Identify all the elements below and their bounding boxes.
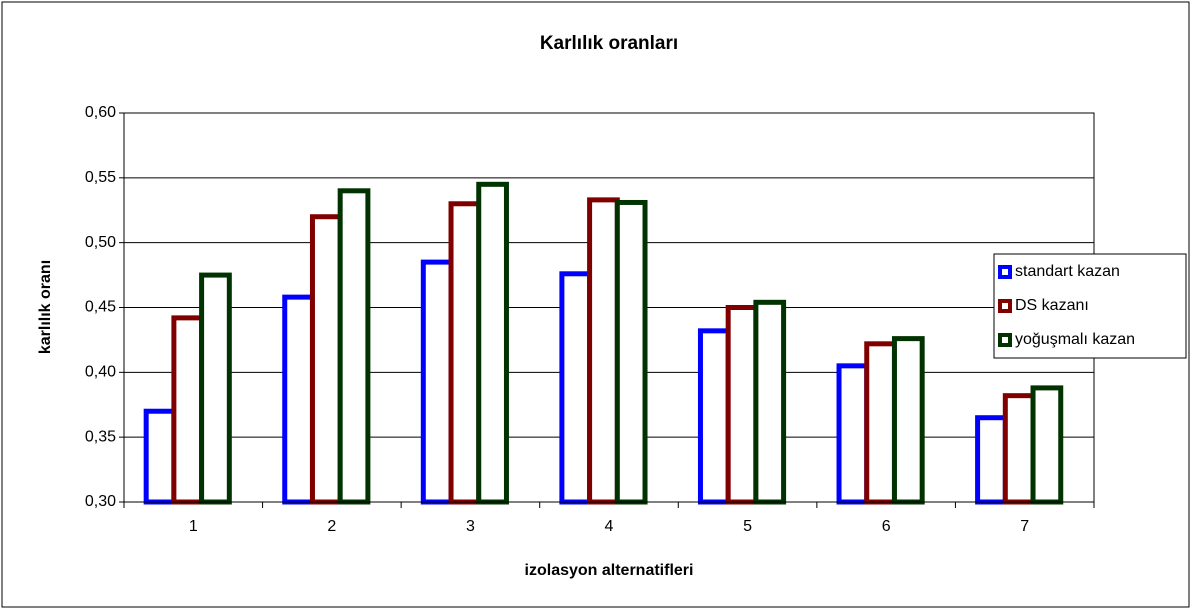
legend-swatch	[998, 265, 1012, 279]
bar	[448, 201, 482, 505]
x-tick-label: 4	[605, 518, 614, 535]
legend-swatch	[998, 299, 1012, 313]
legend-label: yoğuşmalı kazan	[1015, 331, 1135, 348]
y-tick-label: 0,35	[85, 428, 116, 445]
y-tick-label: 0,50	[85, 234, 116, 251]
legend-box	[993, 253, 1187, 359]
bar	[420, 259, 454, 505]
chart-title: Karlılık oranları	[540, 33, 678, 54]
bar	[309, 214, 343, 505]
bar	[697, 328, 731, 505]
x-tick-label: 7	[1020, 518, 1029, 535]
bar	[614, 199, 648, 505]
y-tick-label: 0,55	[85, 169, 116, 186]
bar	[1002, 393, 1036, 505]
x-tick-label: 3	[466, 518, 475, 535]
bar	[337, 188, 371, 505]
bar	[864, 341, 897, 505]
bar	[171, 315, 205, 505]
bar	[891, 336, 925, 505]
legend-label: standart kazan	[1015, 263, 1120, 280]
y-tick-label: 0,45	[85, 299, 116, 316]
bar	[282, 294, 315, 505]
bar	[587, 197, 620, 505]
bar	[559, 271, 593, 505]
x-tick-label: 2	[327, 518, 336, 535]
bar	[836, 363, 870, 505]
y-tick-label: 0,30	[85, 493, 116, 510]
x-tick-label: 5	[743, 518, 752, 535]
x-tick-label: 1	[189, 518, 198, 535]
bar	[476, 181, 509, 505]
legend-swatch	[998, 333, 1012, 347]
bar	[725, 305, 759, 505]
x-axis-label: izolasyon alternatifleri	[525, 562, 694, 579]
bar	[975, 415, 1008, 505]
legend-label: DS kazanı	[1015, 297, 1089, 314]
y-tick-label: 0,60	[85, 104, 116, 121]
bar	[143, 408, 177, 505]
y-axis-label: karlılık oranı	[37, 260, 54, 354]
bar	[1030, 385, 1064, 505]
bar	[753, 299, 787, 505]
y-tick-label: 0,40	[85, 364, 116, 381]
x-tick-label: 6	[882, 518, 891, 535]
bar	[199, 272, 232, 505]
